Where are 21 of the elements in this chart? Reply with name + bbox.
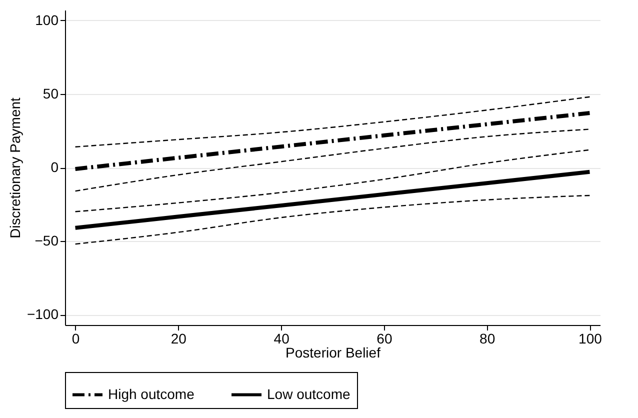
y-tick-label: −100 <box>26 306 59 322</box>
line-series <box>74 194 590 245</box>
line-series <box>74 149 590 212</box>
legend-label: Low outcome <box>267 386 350 402</box>
x-tick-label: 40 <box>274 330 290 346</box>
x-tick-label: 20 <box>170 330 187 346</box>
line-series <box>74 128 590 192</box>
line-series <box>73 111 592 171</box>
x-tick-label: 60 <box>376 330 392 346</box>
y-tick-label: 0 <box>50 159 59 175</box>
y-tick-label: 100 <box>35 12 59 28</box>
x-tick-label: 80 <box>480 330 496 346</box>
x-axis-title: Posterior Belief <box>286 344 381 360</box>
y-tick-label: −50 <box>34 232 59 249</box>
line-series <box>74 96 590 148</box>
x-tick-label: 0 <box>72 330 80 346</box>
line-series <box>73 170 592 230</box>
y-tick-label: 50 <box>42 85 59 102</box>
y-axis-title: Discretionary Payment <box>6 97 23 238</box>
x-tick-label: 100 <box>578 330 602 346</box>
legend-label: High outcome <box>108 386 195 402</box>
